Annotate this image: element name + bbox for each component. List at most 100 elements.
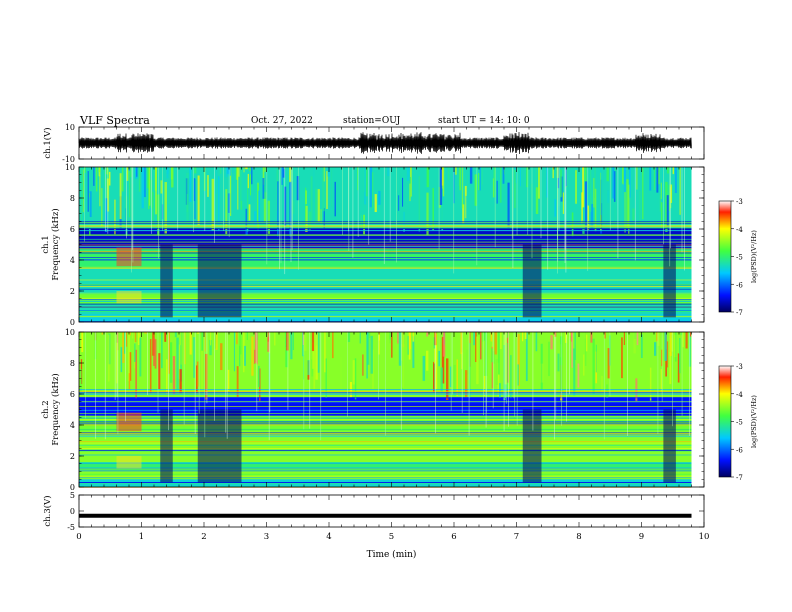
spectrogram-streak	[93, 167, 95, 186]
spectrogram-streak	[292, 332, 294, 351]
y-tick-label: 2	[70, 287, 75, 296]
spectrogram-streak	[347, 332, 351, 343]
spectrogram-streak	[141, 167, 144, 209]
spectrogram-streak	[121, 167, 124, 192]
spectrogram-streak	[497, 362, 500, 397]
spectrogram-streak	[368, 332, 371, 339]
spectrogram-streak	[398, 332, 402, 366]
spectrogram-streak	[577, 363, 580, 388]
spectrogram-spike	[514, 332, 516, 417]
colorbar-tick-label: -4	[736, 226, 743, 234]
spectrogram-streak	[149, 339, 152, 394]
spectrogram-streak	[193, 178, 196, 201]
spectrogram-streak	[664, 332, 667, 361]
spectrogram-streak	[526, 167, 529, 188]
spectrogram-streak	[104, 198, 108, 232]
spectrogram-spike	[177, 167, 179, 231]
spectrogram-streak	[197, 175, 200, 226]
spectrogram-spike	[492, 332, 494, 409]
spectrogram-streak	[160, 180, 163, 194]
spectrogram-streak	[510, 355, 512, 399]
spectrogram-line	[79, 289, 692, 291]
spectrogram-line	[79, 316, 692, 318]
spectrogram-streak	[507, 182, 510, 228]
spectrogram-streak	[432, 188, 434, 231]
spectrogram-spike	[483, 332, 484, 416]
spectrogram-spike	[378, 332, 379, 400]
spectrogram-streak	[225, 189, 228, 235]
spectrogram-streak	[305, 205, 308, 232]
spectrogram-spike	[303, 332, 305, 430]
spectrogram-spike	[485, 332, 487, 428]
spectrogram-spike	[198, 332, 200, 414]
spectrogram-streak	[582, 167, 585, 208]
spectrogram-streak	[638, 190, 642, 229]
spectrogram-streak	[670, 184, 673, 203]
spectrogram-streak	[249, 174, 252, 196]
spectrogram-streak	[108, 171, 111, 186]
spectrogram-streak	[179, 369, 182, 394]
spectrogram-streak	[180, 332, 182, 365]
spectrogram-streak	[296, 176, 300, 201]
spectrogram-quiet-segment	[522, 409, 542, 483]
ch1-waveform-trace	[78, 131, 692, 155]
spectrogram-streak	[312, 342, 315, 369]
spectrogram-streak	[245, 167, 248, 170]
spectrogram-streak	[649, 167, 652, 191]
spectrogram-spike	[512, 167, 514, 269]
spectrogram-streak	[473, 332, 475, 346]
spectrogram-streak	[184, 332, 186, 365]
spectrogram-streak	[104, 167, 106, 187]
spectrogram-spike	[555, 332, 557, 420]
spectrogram-line	[79, 246, 692, 248]
spectrogram-streak	[621, 183, 624, 228]
spectrogram-streak	[442, 332, 446, 357]
y-tick-label: 8	[70, 194, 75, 203]
spectrogram-streak	[227, 369, 230, 391]
spectrogram-streak	[267, 337, 270, 352]
spectrogram-line	[79, 462, 692, 464]
spectrogram-streak	[233, 332, 235, 372]
spectrogram-streak	[172, 356, 176, 395]
spectrogram-streak	[661, 202, 663, 229]
chart-title: VLF Spectra	[80, 114, 150, 127]
colorbar	[718, 365, 732, 478]
spectrogram-streak	[124, 332, 126, 354]
spectrogram-spike	[214, 332, 215, 421]
spectrogram-spike	[461, 332, 463, 413]
spectrogram-streak	[633, 332, 636, 354]
spectrogram-streak	[391, 332, 393, 358]
spectrogram-spike	[385, 332, 386, 436]
spectrogram-spike	[347, 332, 348, 417]
spectrogram-streak	[207, 175, 209, 197]
spectrogram-streak	[580, 209, 582, 230]
spectrogram-streak	[426, 350, 429, 371]
spectrogram-spike	[554, 332, 555, 440]
spectrogram-streak	[263, 192, 267, 223]
spectrogram-streak	[491, 348, 494, 363]
spectrogram-streak	[665, 181, 668, 232]
spectrogram-streak	[209, 340, 212, 356]
spectrogram-streak	[440, 367, 443, 394]
spectrogram-streak	[131, 332, 134, 339]
spectrogram-streak	[679, 167, 681, 215]
y-tick-label: 6	[70, 390, 75, 399]
spectrogram-streak	[433, 348, 436, 364]
spectrogram-line	[79, 436, 692, 438]
spectrogram-spike	[684, 167, 685, 271]
spectrogram-streak	[590, 167, 592, 213]
spectrogram-spike	[561, 332, 562, 426]
spectrogram-streak	[469, 343, 471, 398]
spectrogram-streak	[636, 332, 639, 346]
spectrogram-line	[79, 468, 692, 470]
spectrogram-streak	[145, 167, 148, 168]
spectrogram-streak	[573, 348, 576, 396]
spectrogram-spike	[214, 167, 215, 243]
spectrogram-streak	[584, 332, 587, 366]
spectrogram-spike	[287, 332, 289, 410]
spectrogram-spike	[389, 167, 391, 242]
spectrogram-streak	[503, 345, 506, 401]
spectrogram-streak	[364, 167, 367, 205]
spectrogram-streak	[228, 167, 231, 176]
spectrogram-streak	[666, 195, 669, 228]
